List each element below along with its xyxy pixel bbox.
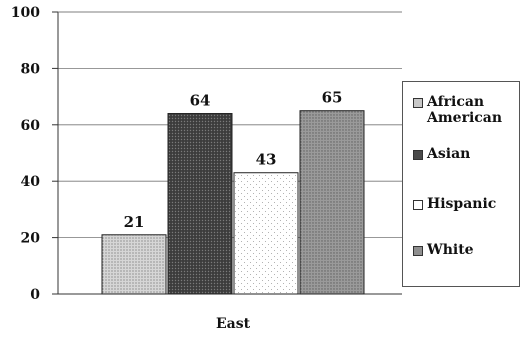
data-label-african-american: 21	[124, 213, 145, 231]
bar-asian	[167, 113, 233, 295]
bars	[101, 110, 365, 295]
legend-item-hispanic: Hispanic	[413, 196, 496, 212]
legend-item-african-american: African American	[413, 94, 502, 126]
legend-swatch-white	[413, 246, 423, 256]
y-tick-label-100: 100	[11, 5, 40, 21]
data-labels: 21 64 43 65	[124, 89, 343, 231]
legend: African American Asian Hispanic White	[402, 81, 520, 287]
y-tick-label-20: 20	[21, 231, 41, 247]
legend-label-white: White	[427, 242, 474, 258]
bar-white	[299, 110, 365, 295]
legend-label-hispanic: Hispanic	[427, 196, 497, 212]
y-tick-label-60: 60	[21, 118, 41, 134]
legend-swatch-hispanic	[413, 200, 423, 210]
legend-item-asian: Asian	[413, 146, 470, 162]
legend-swatch-asian	[413, 150, 423, 160]
data-label-hispanic: 43	[256, 151, 277, 169]
x-tick-label-east: East	[216, 316, 251, 332]
data-label-white: 65	[322, 89, 343, 107]
bar-hispanic	[233, 172, 299, 295]
y-tick-label-80: 80	[21, 61, 41, 77]
x-tick-labels: East	[216, 316, 251, 332]
y-tick-label-40: 40	[21, 174, 41, 190]
legend-label-african-american: African American	[427, 94, 503, 126]
bar-african-american	[101, 234, 167, 295]
y-tick-label-0: 0	[30, 287, 40, 303]
legend-item-white: White	[413, 242, 474, 258]
legend-label-asian: Asian	[427, 146, 471, 162]
legend-swatch-african-american	[413, 98, 423, 108]
data-label-asian: 64	[190, 92, 211, 110]
y-tick-labels: 0 20 40 60 80 100	[11, 5, 40, 303]
